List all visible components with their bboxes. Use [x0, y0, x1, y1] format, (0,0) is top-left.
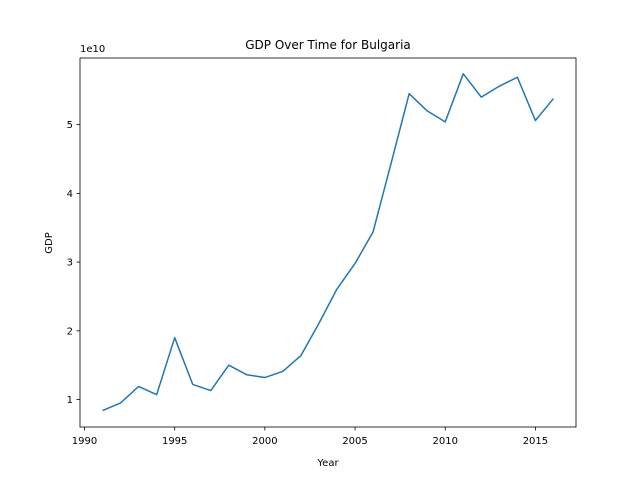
- y-tick-label: 4: [67, 189, 73, 200]
- plot-area: 1990 1995 2000 2005 2010 2015 1 2 3 4 5: [67, 57, 577, 447]
- plot-frame: [79, 57, 577, 428]
- x-tick-label: 1990: [72, 436, 97, 447]
- y-tick-label: 3: [67, 258, 73, 269]
- x-axis-label: Year: [316, 458, 339, 469]
- y-tick-label: 1: [67, 395, 73, 406]
- y-axis-label: GDP: [44, 232, 55, 253]
- x-tick-label: 2010: [433, 436, 458, 447]
- series-line: [102, 73, 555, 412]
- x-tick-label: 2015: [523, 436, 548, 447]
- chart-title: GDP Over Time for Bulgaria: [245, 38, 411, 52]
- y-tick-label: 2: [67, 326, 73, 337]
- x-tick-label: 1995: [162, 436, 187, 447]
- x-tick-label: 2000: [252, 436, 277, 447]
- x-tick-label: 2005: [342, 436, 367, 447]
- y-tick-label: 5: [67, 120, 73, 131]
- y-offset-text: 1e10: [80, 44, 105, 55]
